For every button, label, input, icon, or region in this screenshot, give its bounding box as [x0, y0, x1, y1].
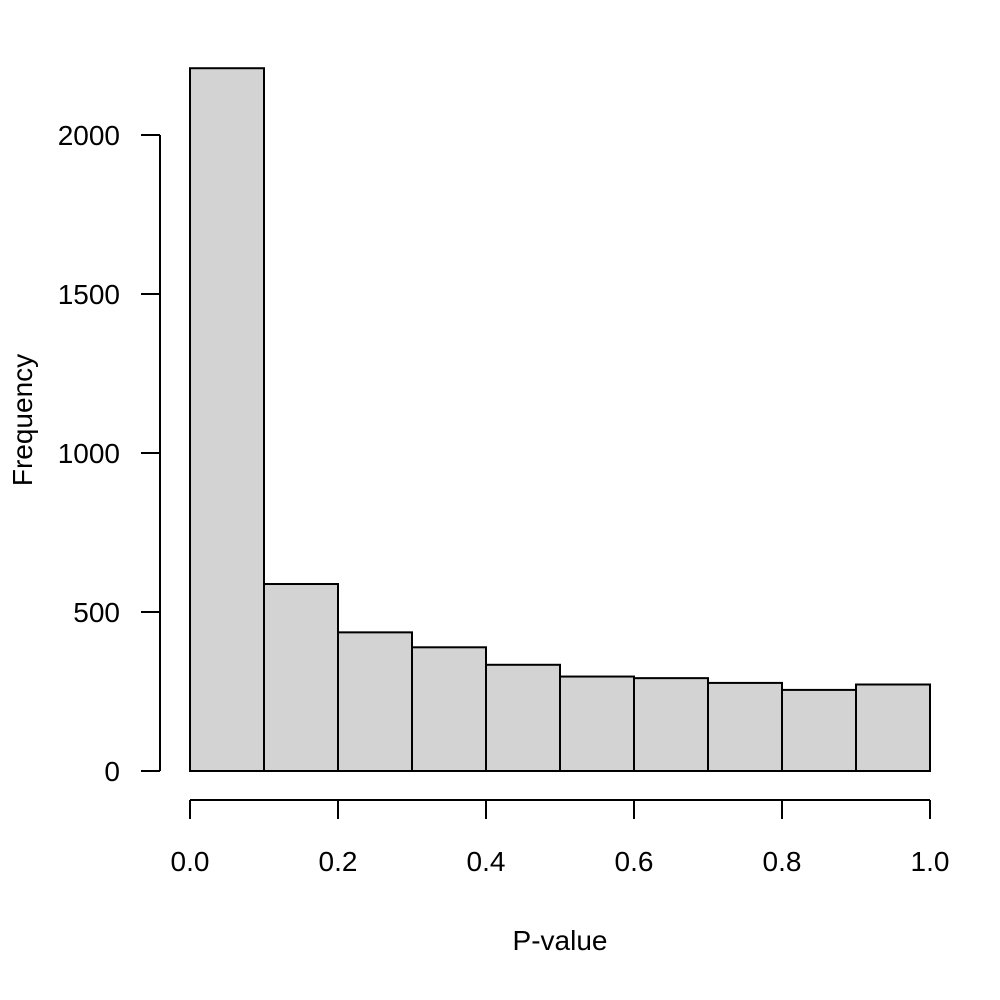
- histogram-bar-6: [633, 677, 709, 772]
- y-axis: 0 500 1000 1500 2000: [58, 120, 161, 787]
- x-tick-label-5: 1.0: [911, 846, 950, 877]
- x-tick-label-3: 0.6: [615, 846, 654, 877]
- x-tick-label-2: 0.4: [467, 846, 506, 877]
- x-tick-label-0: 0.0: [171, 846, 210, 877]
- bars-group: [189, 67, 931, 773]
- histogram-bar-7: [707, 681, 783, 772]
- x-tick-label-4: 0.8: [763, 846, 802, 877]
- x-axis-title: P-value: [513, 925, 608, 956]
- histogram-bar-2: [337, 631, 413, 772]
- y-tick-label-0: 0: [104, 756, 120, 787]
- histogram-bar-9: [855, 683, 931, 773]
- y-axis-title: Frequency: [7, 354, 38, 486]
- y-tick-label-1: 500: [73, 597, 120, 628]
- x-tick-label-1: 0.2: [319, 846, 358, 877]
- histogram-bar-0: [189, 67, 265, 773]
- histogram-bar-3: [411, 646, 487, 772]
- histogram-bar-4: [485, 663, 561, 773]
- y-tick-label-3: 1500: [58, 279, 120, 310]
- histogram-bar-5: [559, 675, 635, 773]
- x-axis: 0.0 0.2 0.4 0.6 0.8 1.0: [171, 799, 950, 877]
- histogram-bar-1: [263, 583, 339, 772]
- histogram-bar-8: [781, 688, 857, 772]
- y-tick-label-2: 1000: [58, 438, 120, 469]
- y-tick-label-4: 2000: [58, 120, 120, 151]
